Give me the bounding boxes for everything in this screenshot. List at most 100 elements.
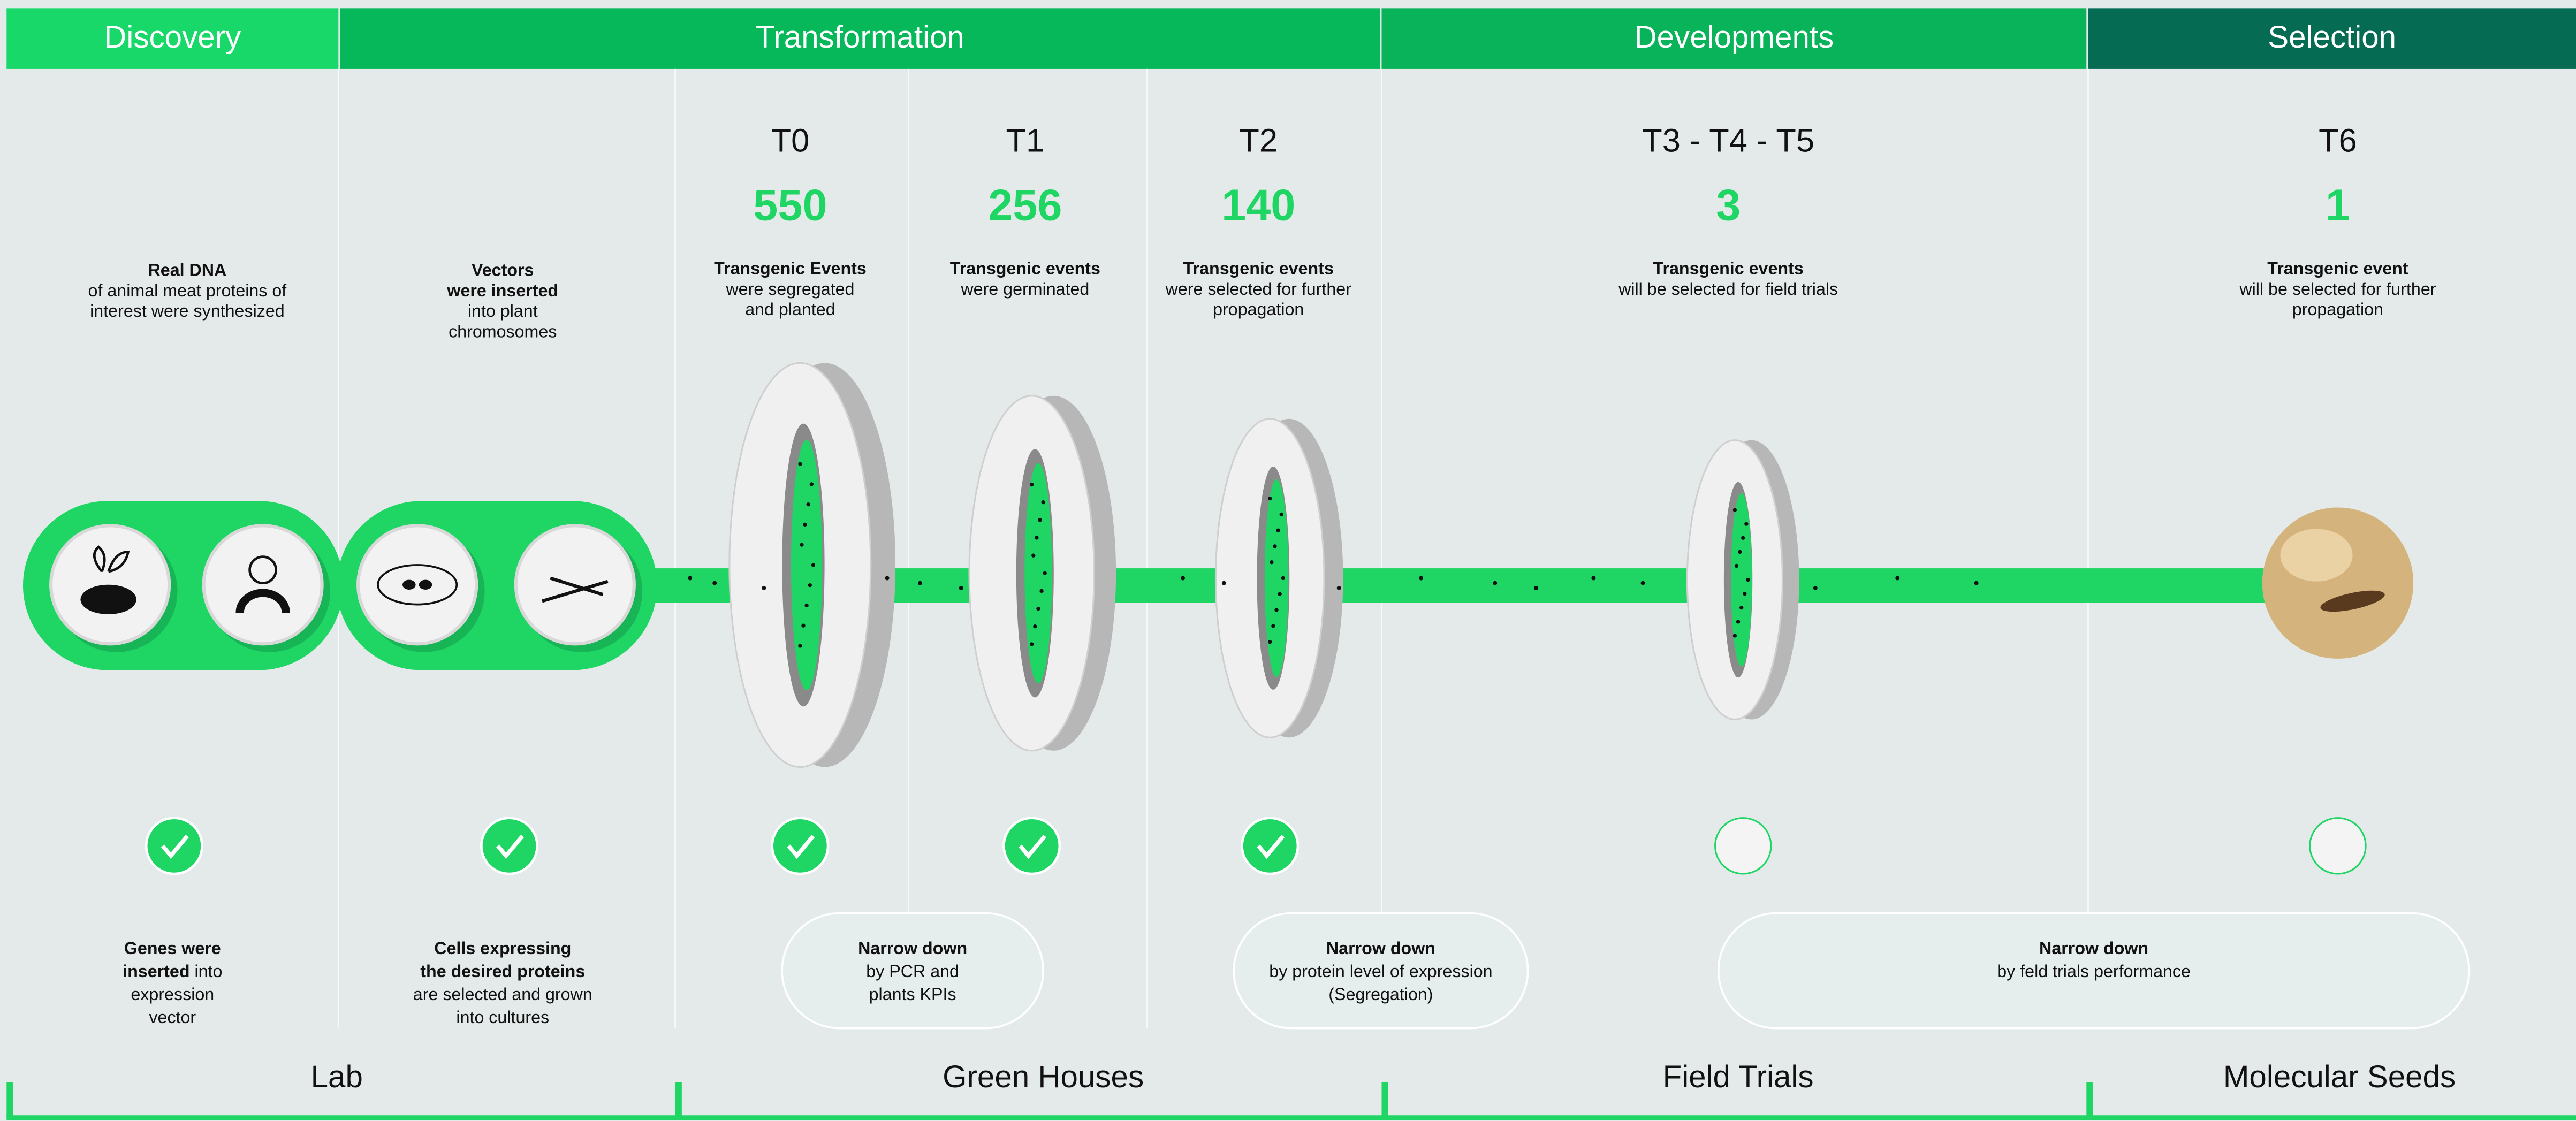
text-line: will be selected for further: [2239, 279, 2436, 298]
page: Discovery Transformation Developments Selec…: [0, 0, 2576, 1121]
event-dot: [1038, 518, 1042, 522]
text-segment: into: [190, 962, 223, 981]
text-line: interest were synthesized: [90, 301, 285, 321]
text-line: Transgenic events: [950, 258, 1100, 278]
pig-icon: [80, 585, 136, 614]
cell: [419, 580, 432, 590]
text-line: (Segregation): [1328, 985, 1433, 1004]
event-dot: [1337, 586, 1341, 590]
location-label: Green Houses: [943, 1059, 1144, 1094]
cell: [402, 580, 416, 590]
phase-title: Discovery: [104, 20, 241, 55]
location-line: [6, 1115, 2576, 1120]
event-dot: [885, 576, 890, 581]
text-line: Real DNA: [148, 260, 227, 279]
event-dot: [688, 576, 692, 581]
event-dot: [798, 462, 802, 466]
text-line: were germinated: [960, 279, 1089, 298]
text-line: plants KPIs: [869, 985, 956, 1004]
event-dot: [1271, 624, 1275, 628]
seed: [2262, 508, 2413, 659]
phase-title: Selection: [2268, 20, 2396, 55]
event-dot: [1741, 536, 1745, 540]
text-line: expression: [131, 985, 214, 1004]
event-dot: [1738, 550, 1742, 554]
event-dot: [800, 543, 803, 547]
text-line: Vectors: [472, 260, 534, 279]
event-dot: [1030, 642, 1034, 646]
pending-circle: [1715, 818, 1771, 874]
event-dot: [1419, 576, 1423, 581]
event-dot: [1739, 606, 1743, 609]
text-line: Cells expressing: [434, 939, 571, 958]
event-dot: [1733, 508, 1737, 512]
text-line: by protein level of expression: [1269, 962, 1492, 981]
stage-title: T6: [2319, 122, 2357, 159]
text-line: chromosomes: [449, 322, 557, 341]
text-line: propagation: [2292, 300, 2383, 319]
event-dot: [1270, 560, 1273, 564]
text-line: Narrow down: [858, 939, 967, 958]
event-dot: [1031, 553, 1035, 557]
location-tick: [2086, 1082, 2093, 1119]
stage-count: 1: [2326, 180, 2350, 230]
stage-title: T1: [1006, 122, 1045, 159]
event-dot: [1273, 544, 1276, 548]
location-label: Lab: [311, 1059, 363, 1094]
text-line: are selected and grown: [413, 985, 592, 1004]
location-tick: [675, 1082, 682, 1119]
event-dot: [1591, 576, 1595, 581]
location-tick: [1381, 1082, 1388, 1119]
event-dot: [1274, 608, 1278, 612]
phase-title: Developments: [1635, 20, 1834, 55]
event-dot: [1974, 581, 1979, 585]
event-dot: [1276, 528, 1280, 532]
stage-title: T2: [1239, 122, 1278, 159]
event-dot: [807, 502, 810, 506]
event-dot: [1039, 589, 1043, 593]
stage-title: T3 - T4 - T5: [1642, 122, 1814, 159]
text-line: into plant: [468, 301, 538, 321]
event-dot: [1222, 581, 1226, 585]
text-line: Transgenic events: [1653, 258, 1804, 278]
text-line: Genes were: [124, 939, 221, 958]
icon-circle: [358, 525, 476, 644]
event-dot: [712, 581, 717, 585]
text-line: were segregated: [725, 279, 854, 298]
stage-count: 550: [753, 180, 827, 230]
text-segment: inserted: [123, 962, 189, 981]
stage-count: 256: [988, 180, 1062, 230]
phase-title: Transformation: [756, 20, 964, 55]
event-dot: [811, 563, 815, 567]
location-label: Field Trials: [1663, 1059, 1814, 1094]
stage-count: 140: [1221, 180, 1295, 230]
check-circle: [1004, 818, 1059, 874]
event-dot: [1181, 576, 1185, 581]
location-tick: [6, 1082, 13, 1119]
event-dot: [803, 523, 807, 527]
event-dot: [1733, 634, 1737, 637]
check-circle: [772, 818, 828, 874]
stage-count: 3: [1716, 180, 1741, 230]
event-dot: [1746, 578, 1750, 582]
event-dot: [1641, 581, 1645, 585]
event-dot: [1743, 592, 1746, 596]
event-dot: [810, 482, 814, 486]
text-line: Narrow down: [2039, 939, 2148, 958]
event-dot: [808, 583, 812, 587]
text-line: the desired proteins: [420, 962, 585, 981]
event-dot: [1043, 571, 1047, 575]
location-label: Molecular Seeds: [2223, 1059, 2456, 1094]
text-line: vector: [149, 1008, 196, 1027]
event-dot: [1744, 522, 1748, 526]
text-line: Transgenic events: [1183, 258, 1334, 278]
event-dot: [1041, 500, 1045, 504]
check-circle: [481, 818, 537, 874]
event-dot: [1736, 620, 1740, 623]
text-line: will be selected for field trials: [1618, 279, 1838, 298]
ring-sieve: [1024, 463, 1052, 683]
event-dot: [959, 586, 963, 590]
text-line: Transgenic event: [2267, 258, 2408, 278]
event-dot: [1813, 586, 1818, 590]
